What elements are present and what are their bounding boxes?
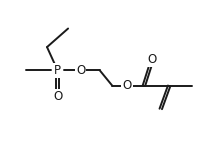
Text: O: O xyxy=(53,90,62,103)
Text: P: P xyxy=(54,64,61,77)
Text: O: O xyxy=(76,64,85,77)
Text: O: O xyxy=(148,53,157,66)
Text: O: O xyxy=(123,79,132,92)
